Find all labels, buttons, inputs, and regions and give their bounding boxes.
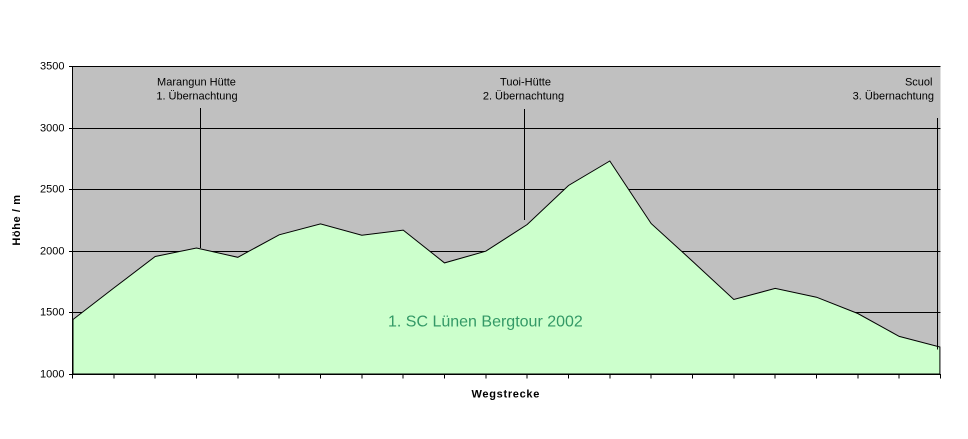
- svg-text:1500: 1500: [40, 307, 64, 319]
- svg-text:Tuoi-Hütte: Tuoi-Hütte: [500, 77, 551, 89]
- svg-text:3000: 3000: [40, 123, 64, 135]
- svg-text:Wegstrecke: Wegstrecke: [472, 389, 541, 401]
- svg-text:3500: 3500: [40, 61, 64, 73]
- svg-text:Höhe / m: Höhe / m: [11, 194, 23, 245]
- svg-text:2000: 2000: [40, 246, 64, 258]
- svg-text:1. SC Lünen Bergtour 2002: 1. SC Lünen Bergtour 2002: [388, 314, 583, 331]
- svg-text:2. Übernachtung: 2. Übernachtung: [483, 91, 564, 103]
- svg-text:Scuol: Scuol: [905, 77, 933, 89]
- svg-text:1. Übernachtung: 1. Übernachtung: [156, 91, 237, 103]
- svg-text:Marangun Hütte: Marangun Hütte: [157, 77, 236, 89]
- svg-text:1000: 1000: [40, 369, 64, 381]
- svg-text:2500: 2500: [40, 184, 64, 196]
- svg-text:3. Übernachtung: 3. Übernachtung: [853, 91, 934, 103]
